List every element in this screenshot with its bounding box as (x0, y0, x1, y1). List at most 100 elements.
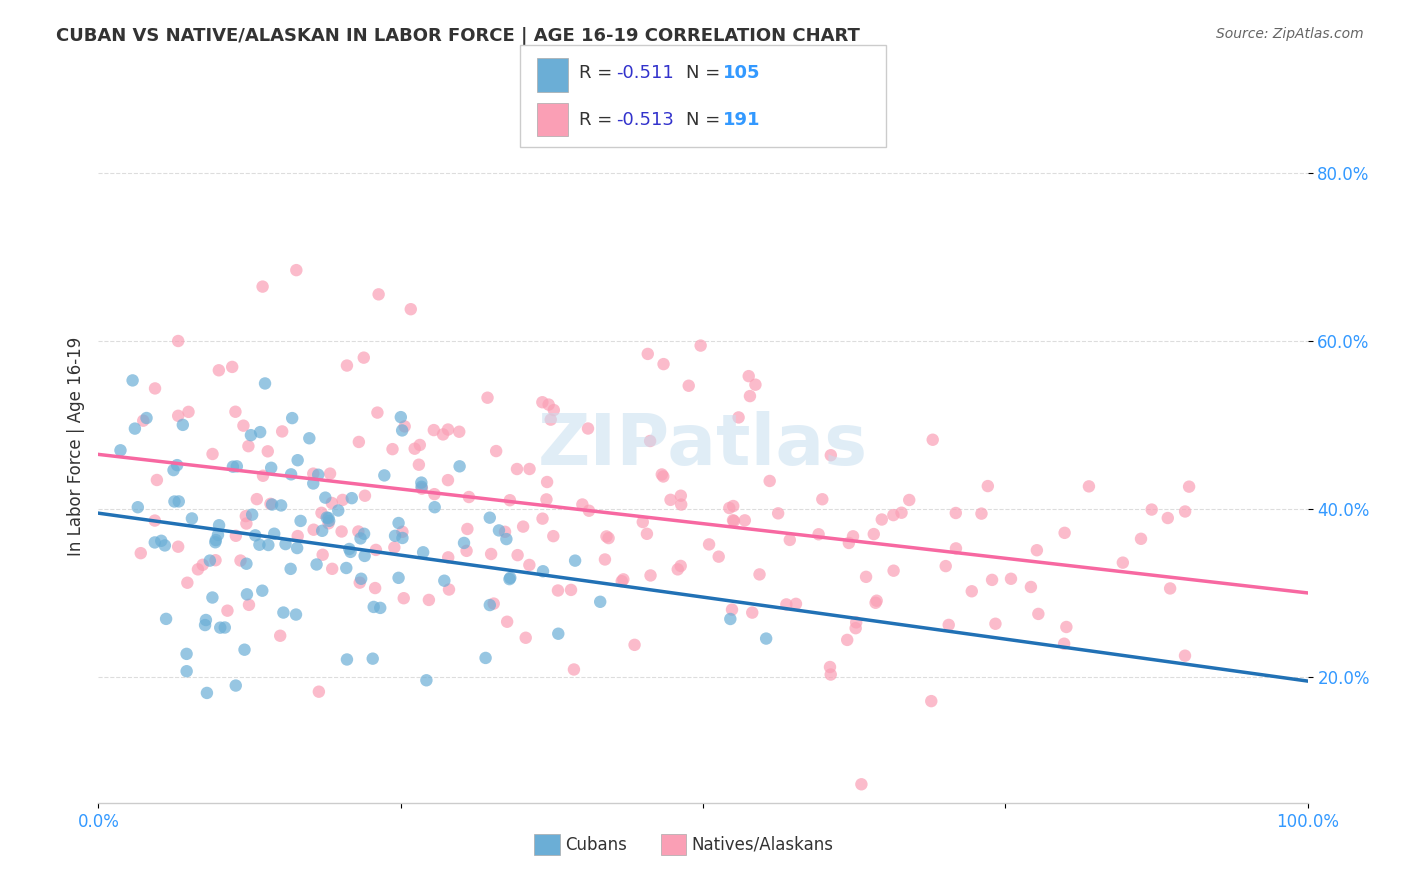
Point (373, 468, 395, 483)
Point (195, 686, 218, 700)
Point (146, 473, 169, 487)
Point (1053, 525, 1076, 540)
Point (1028, 607, 1050, 621)
Point (842, 529, 865, 543)
Point (349, 532, 371, 546)
Point (543, 529, 565, 543)
Point (198, 553, 221, 567)
Point (336, 652, 359, 666)
Point (499, 493, 522, 508)
Point (418, 593, 440, 607)
Point (384, 529, 406, 543)
Point (423, 500, 446, 515)
Point (135, 411, 157, 425)
Point (280, 467, 302, 482)
Point (221, 359, 243, 374)
Point (350, 572, 373, 586)
Point (110, 443, 132, 458)
Point (143, 514, 166, 528)
Point (153, 538, 176, 552)
Point (738, 389, 761, 403)
Point (180, 511, 202, 525)
Point (201, 447, 224, 461)
Point (163, 494, 186, 508)
Point (366, 406, 388, 420)
Point (512, 519, 534, 533)
Text: 191: 191 (723, 111, 761, 128)
Point (245, 528, 267, 542)
Point (143, 535, 166, 549)
Point (758, 474, 780, 488)
Point (564, 554, 586, 568)
Point (865, 596, 887, 610)
Point (870, 512, 893, 526)
Point (290, 514, 312, 528)
Point (578, 504, 600, 518)
Point (354, 489, 377, 503)
Point (347, 524, 370, 539)
Point (257, 538, 280, 552)
Point (381, 442, 404, 457)
Point (547, 626, 569, 640)
Point (399, 302, 422, 317)
Point (349, 575, 371, 590)
Point (339, 545, 361, 559)
Point (506, 548, 529, 562)
Point (748, 567, 770, 582)
Point (595, 529, 617, 543)
Point (485, 444, 508, 458)
Point (718, 612, 741, 626)
Text: R =: R = (579, 111, 619, 128)
Point (631, 515, 654, 529)
Point (404, 442, 426, 456)
Point (531, 564, 554, 578)
Point (1112, 556, 1135, 570)
Point (367, 287, 389, 301)
Point (499, 571, 522, 585)
Point (1157, 511, 1180, 525)
Point (225, 459, 247, 474)
Point (488, 524, 510, 538)
Point (437, 582, 460, 597)
Point (409, 438, 432, 452)
Point (811, 492, 834, 507)
Point (314, 491, 336, 505)
Point (204, 553, 226, 567)
Point (984, 616, 1007, 631)
Point (391, 424, 413, 438)
Point (394, 419, 416, 434)
Point (217, 604, 239, 618)
Point (259, 497, 281, 511)
Point (321, 562, 343, 576)
Point (651, 467, 673, 482)
Point (240, 508, 263, 522)
Point (1054, 620, 1077, 634)
Point (576, 421, 599, 435)
Point (640, 568, 662, 582)
Point (191, 558, 214, 572)
Point (143, 381, 166, 395)
Point (249, 538, 271, 552)
Point (432, 427, 454, 442)
Point (820, 667, 842, 681)
Point (162, 463, 184, 477)
Point (155, 612, 177, 626)
Point (637, 347, 659, 361)
Point (225, 679, 247, 693)
Point (495, 532, 517, 546)
Point (166, 458, 188, 472)
Point (723, 499, 745, 513)
Point (1174, 648, 1197, 663)
Point (862, 527, 884, 541)
Point (636, 526, 658, 541)
Point (150, 533, 173, 548)
Text: -0.513: -0.513 (616, 111, 673, 128)
Point (262, 498, 284, 512)
Point (194, 613, 217, 627)
Point (302, 467, 325, 481)
Point (387, 516, 409, 530)
Point (224, 405, 246, 419)
Point (353, 549, 375, 563)
Point (945, 541, 967, 556)
Point (766, 507, 789, 521)
